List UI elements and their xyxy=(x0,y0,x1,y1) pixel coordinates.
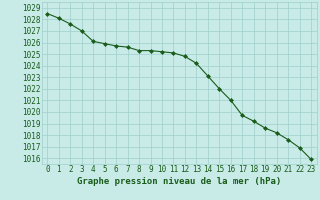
X-axis label: Graphe pression niveau de la mer (hPa): Graphe pression niveau de la mer (hPa) xyxy=(77,177,281,186)
